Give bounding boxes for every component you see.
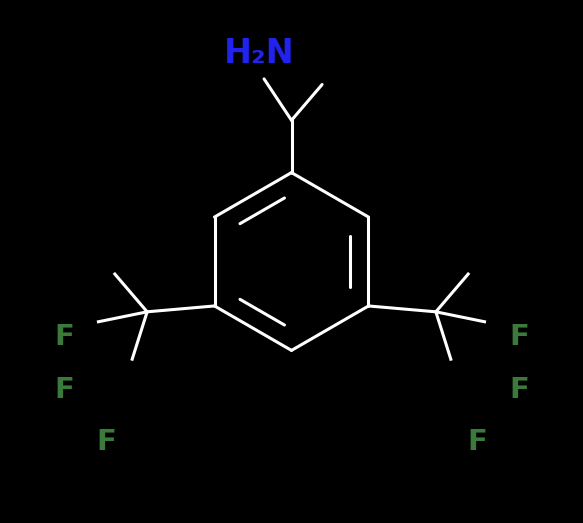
Text: F: F (509, 323, 529, 351)
Text: F: F (54, 323, 74, 351)
Text: F: F (96, 428, 116, 456)
Text: F: F (54, 376, 74, 404)
Text: H₂N: H₂N (224, 37, 295, 70)
Text: F: F (467, 428, 487, 456)
Text: F: F (509, 376, 529, 404)
